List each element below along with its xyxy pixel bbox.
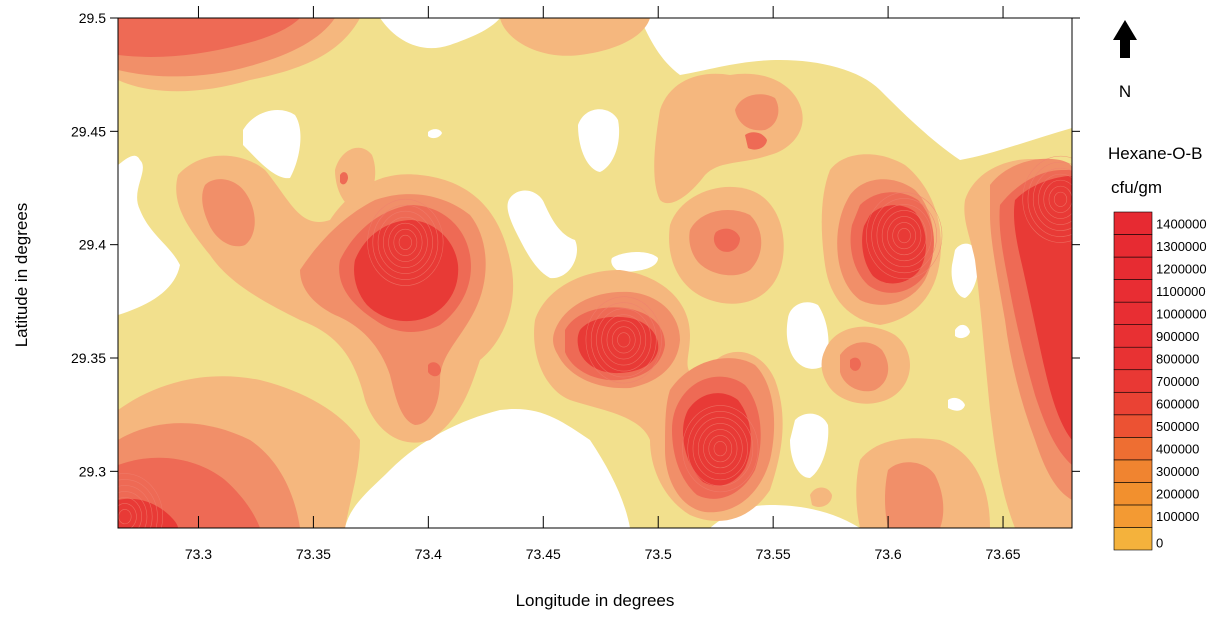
y-tick-label: 29.45 bbox=[71, 123, 106, 139]
legend-unit: cfu/gm bbox=[1111, 178, 1162, 197]
contour-ring bbox=[1032, 167, 1072, 231]
contour-ring bbox=[393, 228, 418, 256]
x-tick-label: 73.35 bbox=[296, 546, 331, 562]
contour-ring bbox=[703, 429, 738, 469]
contour-ring bbox=[881, 210, 927, 262]
x-tick-label: 73.65 bbox=[986, 546, 1021, 562]
contour-ring bbox=[606, 320, 641, 360]
contour-ring bbox=[118, 503, 137, 528]
legend-swatch bbox=[1113, 391, 1153, 416]
contour-ring bbox=[1048, 185, 1072, 213]
contour-ring bbox=[118, 491, 148, 528]
contour-ring bbox=[601, 314, 647, 366]
legend: 0 100000 200000 300000 400000 500000 600000 700… bbox=[1113, 211, 1207, 551]
legend-swatch bbox=[1113, 459, 1153, 483]
legend-swatch bbox=[1113, 482, 1153, 506]
x-axis: 73.3 73.35 73.4 73.45 73.5 73.55 73.6 73.65 bbox=[185, 6, 1021, 562]
x-tick-label: 73.5 bbox=[645, 546, 672, 562]
x-axis-label: Longitude in degrees bbox=[516, 591, 675, 610]
x-tick-label: 73.3 bbox=[185, 546, 212, 562]
x-tick-label: 73.55 bbox=[756, 546, 791, 562]
legend-label: 700000 bbox=[1156, 374, 1199, 389]
legend-swatch bbox=[1113, 324, 1153, 348]
contour-ring bbox=[897, 228, 911, 244]
legend-swatch bbox=[1113, 504, 1153, 528]
contour-ring bbox=[1053, 191, 1068, 207]
contour-ring bbox=[611, 326, 636, 354]
legend-label: 1000000 bbox=[1156, 306, 1207, 321]
legend-swatch bbox=[1113, 369, 1153, 393]
contour-ring bbox=[596, 308, 652, 372]
contour-ring bbox=[590, 302, 657, 378]
contour-ring bbox=[876, 204, 932, 268]
legend-label: 500000 bbox=[1156, 419, 1199, 434]
contour-field bbox=[118, 18, 1072, 528]
plot-frame bbox=[117, 17, 1073, 529]
contour-ring bbox=[617, 332, 631, 348]
contour-ring bbox=[118, 479, 158, 528]
contour-ring bbox=[367, 198, 444, 286]
y-axis: 29.3 29.35 29.4 29.45 29.5 bbox=[71, 10, 1080, 479]
contour-level-high bbox=[118, 176, 1072, 528]
contour-lines bbox=[118, 155, 1072, 528]
contour-ring bbox=[398, 234, 412, 250]
contour-ring bbox=[382, 216, 428, 268]
contour-ring bbox=[692, 417, 748, 481]
contour-ring bbox=[1043, 179, 1072, 219]
legend-label: 100000 bbox=[1156, 509, 1199, 524]
legend-swatch bbox=[1113, 256, 1153, 280]
contour-ring bbox=[1038, 173, 1072, 225]
contour-ring bbox=[687, 411, 754, 487]
legend-label: 1200000 bbox=[1156, 261, 1207, 276]
contour-ring bbox=[118, 485, 153, 528]
y-tick-label: 29.5 bbox=[79, 10, 106, 26]
contour-ring bbox=[682, 405, 759, 493]
legend-label: 200000 bbox=[1156, 487, 1199, 502]
x-tick-label: 73.45 bbox=[526, 546, 561, 562]
legend-swatch bbox=[1113, 301, 1153, 325]
legend-label: 300000 bbox=[1156, 464, 1199, 479]
contour-ring bbox=[118, 473, 163, 528]
contour-ring bbox=[866, 192, 943, 280]
contour-ring bbox=[372, 204, 439, 280]
legend-label: 1300000 bbox=[1156, 239, 1207, 254]
contour-ring bbox=[585, 296, 662, 384]
legend-swatch bbox=[1113, 211, 1153, 235]
legend-swatch bbox=[1113, 437, 1153, 461]
contour-ring bbox=[118, 509, 132, 525]
legend-label: 1100000 bbox=[1156, 284, 1206, 299]
contour-ring bbox=[871, 198, 938, 274]
legend-swatch bbox=[1113, 234, 1153, 258]
y-tick-label: 29.3 bbox=[79, 463, 106, 479]
contour-ring bbox=[377, 210, 433, 274]
contour-ring bbox=[118, 497, 142, 528]
legend-label: 900000 bbox=[1156, 329, 1199, 344]
contour-ring bbox=[1027, 161, 1072, 237]
x-tick-label: 73.4 bbox=[415, 546, 442, 562]
north-arrow-icon bbox=[1113, 20, 1137, 58]
x-tick-label: 73.6 bbox=[874, 546, 901, 562]
legend-swatch bbox=[1113, 279, 1153, 303]
legend-swatch bbox=[1113, 527, 1153, 551]
contour-ring bbox=[708, 435, 733, 463]
y-tick-label: 29.35 bbox=[71, 350, 106, 366]
legend-label: 1400000 bbox=[1156, 216, 1207, 231]
north-label: N bbox=[1119, 82, 1131, 101]
legend-swatch bbox=[1113, 414, 1153, 438]
contour-ring bbox=[1022, 155, 1072, 243]
legend-label: 0 bbox=[1156, 536, 1163, 551]
legend-title: Hexane-O-B bbox=[1108, 144, 1202, 163]
contour-ring bbox=[697, 423, 743, 475]
legend-swatch bbox=[1113, 346, 1153, 371]
contour-ring bbox=[388, 222, 423, 262]
contour-ring bbox=[887, 216, 922, 256]
contour-ring bbox=[713, 441, 727, 457]
contour-ring bbox=[892, 222, 917, 250]
legend-label: 600000 bbox=[1156, 397, 1199, 412]
legend-label: 400000 bbox=[1156, 442, 1199, 457]
y-tick-label: 29.4 bbox=[79, 237, 106, 253]
y-axis-label: Latitude in degrees bbox=[12, 203, 31, 348]
legend-label: 800000 bbox=[1156, 351, 1199, 366]
